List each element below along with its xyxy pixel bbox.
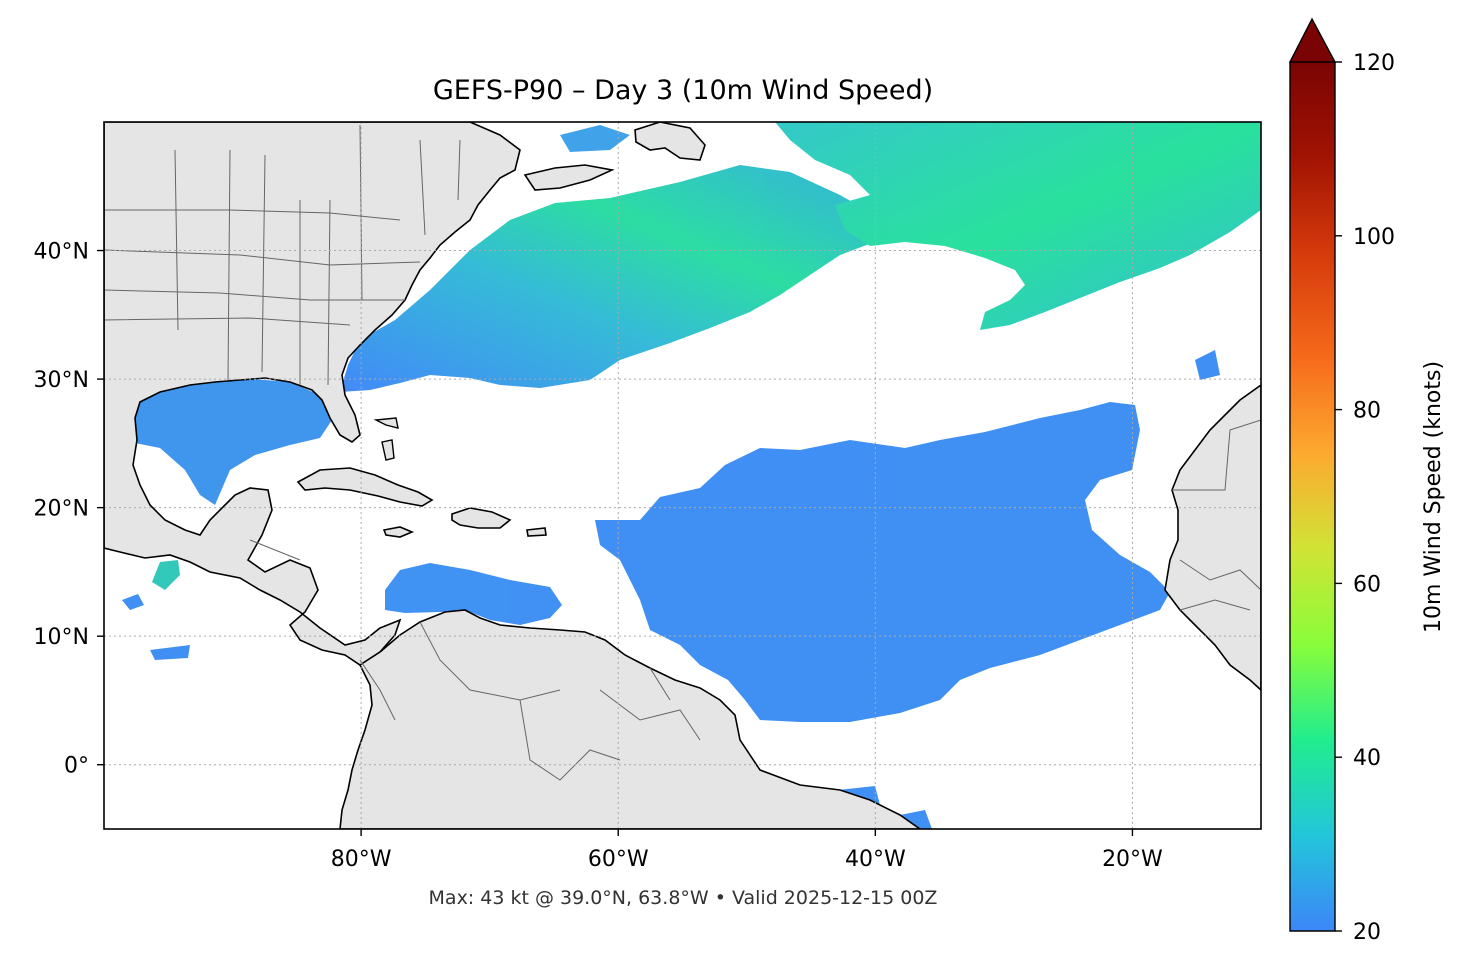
latitude-ticks: 40°N 30°N 20°N 10°N 0° [34, 240, 104, 779]
land-hispaniola [451, 507, 512, 529]
colorbar-tick-label: 120 [1353, 51, 1395, 76]
land-north-america [104, 122, 521, 666]
wind-region-gulf [110, 378, 332, 505]
x-tick-label: 20°W [1102, 847, 1163, 872]
land-nova-scotia [523, 164, 615, 191]
land-cuba [296, 467, 434, 507]
y-tick-label: 0° [64, 754, 89, 779]
land-south-america [339, 609, 922, 829]
wind-region-pacific-patch [152, 560, 180, 590]
colorbar-tick-label: 60 [1353, 572, 1381, 597]
y-tick-label: 10°N [34, 625, 89, 650]
y-tick-label: 20°N [34, 497, 89, 522]
y-tick-label: 40°N [34, 240, 89, 265]
wind-region-trades [595, 402, 1170, 722]
colorbar-tick-label: 40 [1353, 746, 1381, 771]
x-tick-label: 80°W [331, 847, 392, 872]
political-borders [104, 124, 1261, 781]
land-africa [1164, 384, 1261, 692]
land-jamaica [382, 526, 415, 538]
colorbar-outline [1289, 62, 1336, 932]
wind-region-patch-8 [560, 125, 630, 152]
wind-region-patch-3 [150, 645, 190, 660]
land-puerto-rico [526, 527, 547, 537]
map-frame [103, 121, 1262, 830]
x-tick-label: 40°W [845, 847, 906, 872]
wind-field [110, 122, 1261, 829]
map-area [104, 122, 1261, 829]
map-title: GEFS-P90 – Day 3 (10m Wind Speed) [433, 75, 933, 106]
colorbar-label: 10m Wind Speed (knots) [1421, 361, 1446, 633]
wind-region-north-atlantic [775, 122, 1261, 330]
longitude-ticks: 80°W 60°W 40°W 20°W [331, 829, 1163, 872]
colorbar-extend-arrow [1288, 17, 1337, 63]
colorbar-tick-label: 100 [1353, 225, 1395, 250]
max-wind-annotation: Max: 43 kt @ 39.0°N, 63.8°W • Valid 2025… [429, 887, 938, 909]
wind-region-patch-2 [122, 594, 144, 610]
colorbar-ticks: 20 40 60 80 100 120 [1335, 51, 1395, 945]
land-bahamas [373, 417, 399, 461]
wind-region-patch-9 [1195, 350, 1220, 380]
colorbar-tick-label: 80 [1353, 399, 1381, 424]
land-newfoundland [634, 122, 706, 161]
colorbar-gradient [1290, 62, 1335, 931]
x-tick-label: 60°W [588, 847, 649, 872]
wind-region-caribbean [385, 563, 562, 625]
wind-region-jet [340, 165, 880, 392]
y-tick-label: 30°N [34, 368, 89, 393]
colorbar-tick-label: 20 [1353, 920, 1381, 945]
colorbar: 20 40 60 80 100 120 10m Wind Speed (knots) [1288, 17, 1446, 945]
